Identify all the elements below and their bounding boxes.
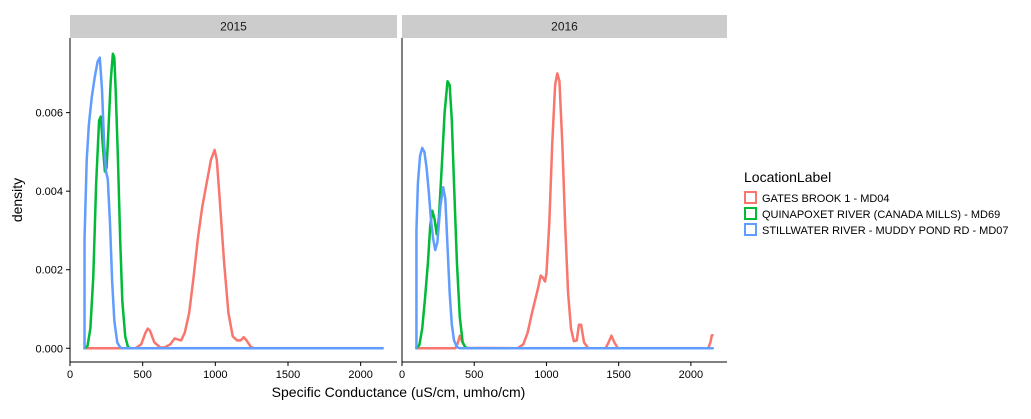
density-line-2016-series-1 [415,72,714,350]
x-tick-label: 2000 [348,369,372,381]
y-tick-label: 0.000 [35,343,63,355]
legend-key-2 [744,207,757,220]
facet-strip [402,15,727,38]
y-axis-title: density [9,178,25,222]
density-line-2016-series-2 [415,79,714,350]
legend-label-1: GATES BROOK 1 - MD04 [762,193,890,205]
y-tick-label: 0.006 [35,108,63,120]
facet-strip-label: 2016 [551,20,578,34]
x-tick-label: 1000 [534,369,558,381]
legend-label-3: STILLWATER RIVER - MUDDY POND RD - MD07 [762,225,1009,237]
x-tick-label: 1000 [203,369,227,381]
x-tick-label: 0 [67,369,73,381]
x-axis-title: Specific Conductance (uS/cm, umho/cm) [272,384,526,400]
legend-key-3 [744,223,757,236]
legend-label-2: QUINAPOXET RIVER (CANADA MILLS) - MD69 [762,209,1000,221]
x-tick-label: 500 [133,369,151,381]
density-line-2015-series-3 [83,56,384,350]
x-tick-label: 0 [399,369,405,381]
density-line-2015-series-2 [83,52,384,350]
facet-strip-label: 2015 [220,20,247,34]
x-tick-label: 500 [465,369,483,381]
x-tick-label: 2000 [679,369,703,381]
y-tick-label: 0.002 [35,265,63,277]
y-tick-label: 0.004 [35,186,63,198]
facet-strip [70,15,397,38]
density-line-2015-series-1 [83,148,384,350]
x-tick-label: 1500 [276,369,300,381]
x-tick-label: 1500 [606,369,630,381]
legend-key-1 [744,191,757,204]
legend-title: LocationLabel [744,169,831,185]
density-line-2016-series-3 [415,146,714,350]
